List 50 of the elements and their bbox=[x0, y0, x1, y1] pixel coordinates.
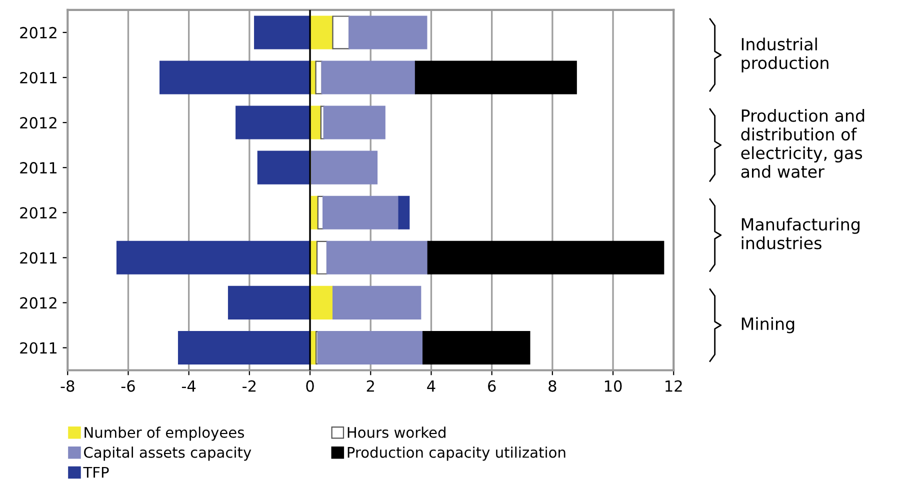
x-tick-label: 2 bbox=[366, 380, 374, 392]
bar bbox=[116, 240, 311, 274]
bar bbox=[322, 196, 400, 230]
x-tick-label: -2 bbox=[242, 380, 256, 392]
bar bbox=[326, 240, 428, 274]
y-tick-label: 2011 bbox=[20, 72, 56, 84]
bar bbox=[315, 60, 322, 94]
x-tick-label: -8 bbox=[60, 380, 74, 392]
bar bbox=[228, 286, 311, 320]
x-tick-label: -4 bbox=[182, 380, 196, 392]
text: Production and distribution of electricity, gas and water bbox=[741, 109, 864, 178]
bar bbox=[310, 150, 378, 184]
y-tick-label: 2011 bbox=[20, 342, 56, 354]
bar bbox=[321, 60, 416, 94]
legend-label: Production capacity utilization bbox=[348, 446, 566, 461]
bar bbox=[316, 240, 328, 274]
y-tick-label: 2012 bbox=[20, 117, 56, 129]
bar bbox=[323, 106, 386, 140]
bar bbox=[257, 150, 311, 184]
x-tick-label: 8 bbox=[548, 380, 556, 392]
y-tick-label: 2011 bbox=[20, 162, 56, 174]
y-tick-label: 2012 bbox=[20, 207, 56, 219]
legend-label: Capital assets capacity bbox=[84, 446, 252, 461]
text: Industrial production bbox=[742, 38, 828, 72]
x-tick-label: 0 bbox=[306, 380, 314, 392]
x-tick-label: 6 bbox=[488, 380, 496, 392]
bar bbox=[332, 16, 350, 50]
y-tick-label: 2012 bbox=[20, 297, 56, 309]
bar bbox=[254, 16, 311, 50]
bar bbox=[427, 240, 664, 274]
legend-label: TFP bbox=[83, 466, 109, 478]
bar bbox=[398, 196, 410, 230]
text: Mining bbox=[742, 317, 794, 334]
bar bbox=[348, 16, 428, 50]
bar bbox=[414, 60, 577, 94]
bar bbox=[422, 330, 530, 365]
bar bbox=[332, 286, 422, 320]
y-tick-label: 2011 bbox=[20, 252, 56, 264]
bar bbox=[178, 330, 311, 365]
x-tick-label: -6 bbox=[121, 380, 135, 392]
x-tick-label: 4 bbox=[427, 380, 436, 392]
x-tick-label: 10 bbox=[604, 380, 622, 392]
text: Manufacturing industries bbox=[742, 218, 860, 250]
legend-label: Number of employees bbox=[84, 426, 244, 441]
bar bbox=[236, 106, 311, 140]
bar bbox=[159, 60, 311, 94]
bar bbox=[317, 330, 424, 365]
x-tick-label: 12 bbox=[666, 380, 682, 392]
legend-label: Hours worked bbox=[348, 426, 446, 438]
y-tick-label: 2012 bbox=[20, 26, 56, 38]
